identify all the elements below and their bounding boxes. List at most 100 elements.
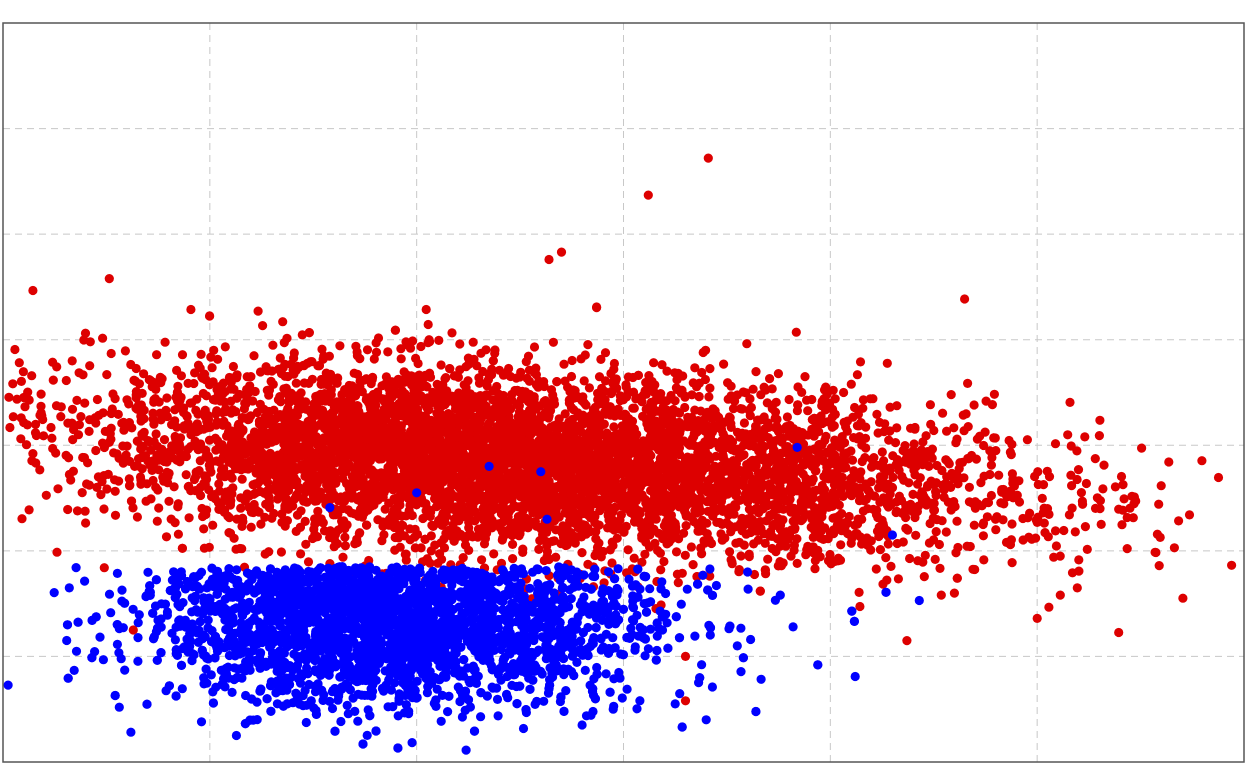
data-point	[791, 516, 801, 526]
data-point	[1050, 526, 1061, 536]
data-point	[655, 548, 666, 558]
data-point	[100, 426, 110, 436]
data-point	[942, 472, 952, 482]
data-point	[899, 475, 909, 485]
data-point	[81, 518, 91, 528]
data-point	[559, 359, 569, 369]
data-point	[817, 401, 827, 411]
data-point	[278, 317, 288, 327]
data-point	[671, 547, 682, 557]
data-point	[421, 304, 431, 315]
data-point	[651, 514, 661, 524]
data-point	[1050, 439, 1061, 449]
data-point	[704, 392, 714, 402]
data-point	[784, 394, 794, 405]
data-point	[731, 538, 741, 548]
data-point	[910, 470, 920, 480]
data-point	[383, 347, 393, 357]
data-point	[949, 423, 959, 433]
data-point	[1169, 543, 1179, 553]
data-point	[583, 340, 593, 350]
data-point	[371, 338, 381, 348]
data-point	[173, 499, 183, 509]
data-point	[104, 274, 114, 284]
data-point	[456, 530, 466, 540]
data-point	[136, 475, 146, 485]
data-point	[460, 477, 470, 487]
data-point	[654, 445, 664, 455]
data-point	[291, 378, 301, 388]
data-point	[77, 488, 87, 498]
data-point	[480, 402, 490, 412]
data-point	[687, 390, 697, 400]
data-point	[24, 505, 34, 515]
data-point	[905, 553, 915, 564]
data-point	[67, 356, 77, 366]
data-point	[477, 555, 487, 565]
data-point	[1044, 602, 1054, 612]
data-point	[353, 511, 363, 521]
data-point	[181, 470, 191, 480]
data-point	[373, 515, 383, 525]
data-point	[411, 353, 421, 363]
data-point	[1039, 518, 1049, 528]
data-point	[207, 363, 217, 373]
data-point	[1042, 466, 1052, 476]
data-point	[701, 345, 711, 355]
data-point	[791, 327, 801, 337]
data-point	[61, 450, 71, 460]
data-point	[866, 545, 876, 555]
data-point	[607, 537, 617, 547]
data-point	[149, 397, 159, 407]
data-point	[63, 504, 73, 515]
data-point	[732, 427, 743, 437]
data-point	[85, 337, 95, 347]
data-point	[809, 524, 819, 535]
data-point	[963, 378, 973, 388]
data-point	[649, 358, 659, 368]
data-point	[894, 465, 904, 475]
data-point	[303, 557, 314, 567]
data-point	[461, 362, 471, 372]
data-point	[760, 501, 770, 511]
data-point	[447, 328, 457, 338]
data-point	[239, 404, 249, 414]
data-point	[151, 429, 161, 439]
data-point	[975, 431, 985, 441]
data-point	[1076, 488, 1086, 498]
data-point	[1098, 484, 1108, 494]
data-point	[195, 456, 205, 466]
data-point	[154, 465, 164, 475]
data-point	[276, 547, 286, 557]
data-point	[830, 394, 840, 404]
data-point	[986, 460, 997, 470]
data-point	[871, 510, 882, 520]
data-point	[686, 542, 697, 552]
data-point	[921, 431, 931, 441]
data-point	[296, 506, 306, 516]
data-point	[99, 504, 109, 514]
data-point	[16, 376, 26, 386]
data-point	[1072, 583, 1082, 593]
data-point	[1055, 590, 1065, 600]
data-point	[616, 510, 627, 520]
data-point	[420, 370, 430, 380]
data-point	[228, 483, 238, 493]
data-point	[91, 445, 101, 456]
data-point	[716, 497, 727, 507]
data-point	[728, 404, 739, 414]
data-point	[1081, 478, 1091, 489]
data-point	[843, 529, 853, 539]
data-point	[1065, 397, 1075, 407]
data-point	[893, 574, 904, 584]
data-point	[1184, 510, 1195, 520]
data-point	[80, 328, 91, 338]
data-point	[401, 511, 411, 521]
data-point	[299, 378, 309, 388]
data-point	[935, 563, 945, 574]
data-point	[379, 530, 389, 540]
data-point	[1152, 529, 1162, 539]
data-point	[307, 374, 317, 384]
data-point	[855, 357, 866, 367]
data-point	[886, 561, 896, 572]
